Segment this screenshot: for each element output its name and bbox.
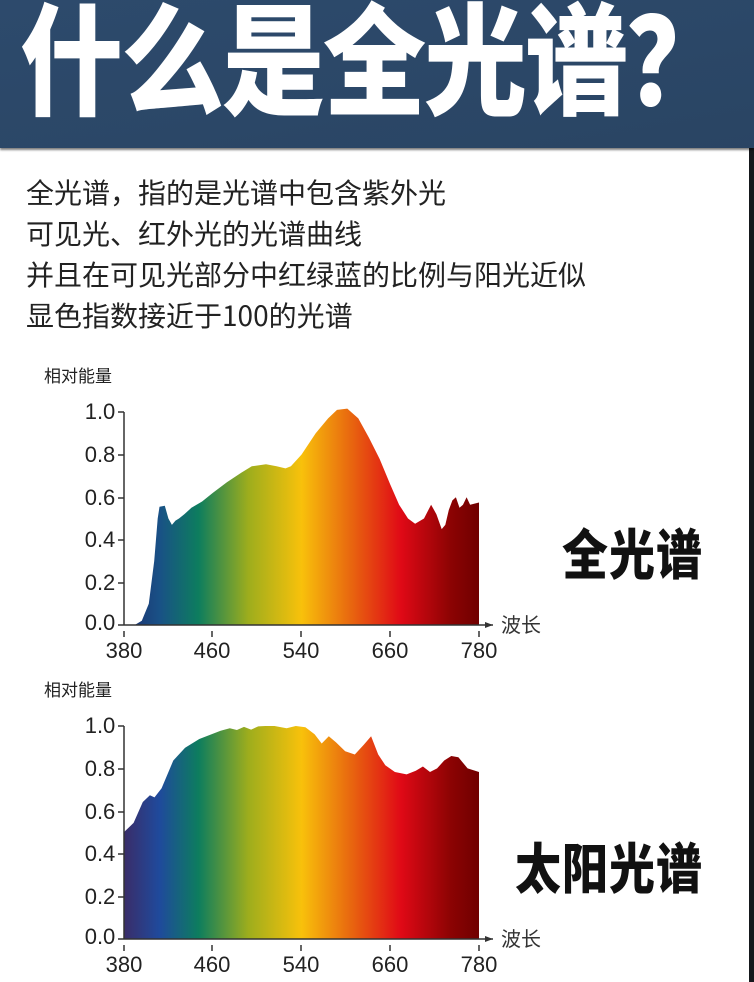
svg-text:1.0: 1.0 (85, 713, 116, 738)
svg-text:780: 780 (461, 952, 498, 977)
svg-text:0.4: 0.4 (85, 527, 116, 552)
svg-text:0.8: 0.8 (85, 442, 116, 467)
svg-text:0.4: 0.4 (85, 841, 116, 866)
svg-text:780: 780 (461, 638, 498, 663)
svg-text:0.6: 0.6 (85, 485, 116, 510)
svg-text:0.0: 0.0 (85, 924, 116, 949)
svg-text:380: 380 (106, 638, 143, 663)
svg-text:660: 660 (372, 638, 409, 663)
svg-text:0.8: 0.8 (85, 756, 116, 781)
svg-text:460: 460 (194, 952, 231, 977)
svg-text:波长: 波长 (501, 609, 541, 638)
svg-text:0.6: 0.6 (85, 799, 116, 824)
svg-text:0.2: 0.2 (85, 570, 116, 595)
svg-text:540: 540 (283, 952, 320, 977)
svg-text:660: 660 (372, 952, 409, 977)
svg-text:0.2: 0.2 (85, 884, 116, 909)
svg-text:380: 380 (106, 952, 143, 977)
svg-text:540: 540 (283, 638, 320, 663)
svg-text:波长: 波长 (501, 923, 541, 952)
svg-text:460: 460 (194, 638, 231, 663)
svg-text:1.0: 1.0 (85, 399, 116, 424)
svg-text:0.0: 0.0 (85, 610, 116, 635)
